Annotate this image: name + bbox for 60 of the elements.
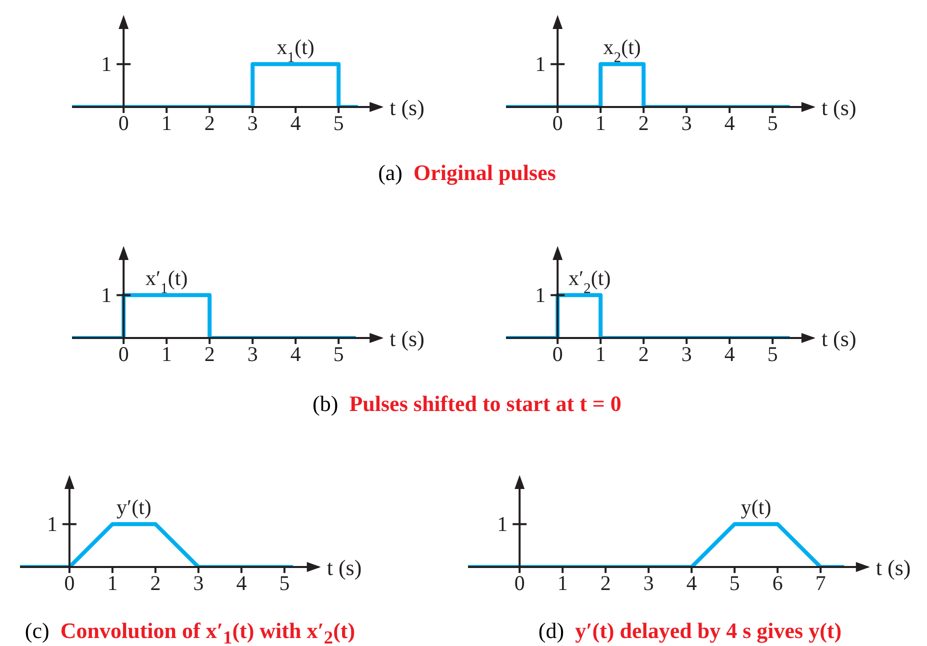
text: (b) Pulses shifted to start at t = 0 bbox=[312, 391, 622, 416]
x-tick-label: 1 bbox=[557, 570, 568, 595]
x-tick-label: 5 bbox=[279, 570, 290, 595]
annotation: 1 bbox=[101, 283, 112, 308]
x-axis-title: t (s) bbox=[821, 95, 856, 120]
x-tick-label: 0 bbox=[118, 342, 129, 366]
x-tick-label: 4 bbox=[724, 110, 736, 135]
x-tick-label: 2 bbox=[600, 570, 611, 595]
x-tick-label: 1 bbox=[595, 110, 606, 135]
annotation: 1 bbox=[101, 52, 112, 76]
annotation: 1 bbox=[535, 283, 546, 308]
x-tick-label: 1 bbox=[161, 342, 172, 366]
x-tick-label: 2 bbox=[204, 110, 215, 135]
text: (c) Convolution of x′$_{1}$(t) with x′$_{2}$(t) bbox=[24, 618, 356, 646]
x-tick-label: 6 bbox=[772, 570, 783, 595]
series-label: x′$_{1}$(t) bbox=[145, 266, 188, 298]
x-tick-label: 4 bbox=[236, 570, 248, 595]
x-tick-label: 3 bbox=[193, 570, 204, 595]
x-tick-label: 4 bbox=[290, 342, 302, 366]
x-tick-label: 4 bbox=[686, 570, 698, 595]
x-axis-title: t (s) bbox=[390, 326, 424, 351]
x-tick-label: 7 bbox=[815, 570, 826, 595]
x-tick-label: 2 bbox=[204, 342, 215, 366]
x-tick-label: 4 bbox=[290, 110, 302, 135]
x-tick-label: 1 bbox=[107, 570, 118, 595]
x-tick-label: 2 bbox=[150, 570, 161, 595]
x-tick-label: 3 bbox=[247, 110, 258, 135]
x-axis-title: t (s) bbox=[821, 326, 856, 351]
series-label: x$_{2}$(t) bbox=[603, 35, 641, 66]
x-tick-label: 3 bbox=[681, 342, 692, 366]
x-tick-label: 0 bbox=[118, 110, 129, 135]
x-axis-title: t (s) bbox=[876, 555, 911, 580]
annotation: 1 bbox=[535, 52, 546, 76]
x-tick-label: 2 bbox=[638, 110, 649, 135]
series-label: x$_{1}$(t) bbox=[276, 35, 314, 66]
x-tick-label: 4 bbox=[724, 342, 736, 366]
x-axis-title: t (s) bbox=[390, 95, 424, 120]
x-tick-label: 0 bbox=[552, 342, 563, 366]
x-tick-label: 0 bbox=[64, 570, 75, 595]
x-tick-label: 5 bbox=[767, 110, 778, 135]
x-tick-label: 5 bbox=[333, 110, 344, 135]
x-tick-label: 1 bbox=[595, 342, 606, 366]
annotation: 1 bbox=[46, 512, 58, 536]
text: (a) Original pulses bbox=[378, 160, 556, 185]
text: (d) y′(t) delayed by 4 s gives y(t) bbox=[538, 618, 842, 643]
series-label: y(t) bbox=[740, 495, 772, 520]
x-tick-label: 2 bbox=[638, 342, 649, 366]
annotation: 1 bbox=[497, 512, 508, 536]
series-label: x′$_{2}$(t) bbox=[568, 266, 611, 298]
x-tick-label: 0 bbox=[514, 570, 525, 595]
x-tick-label: 5 bbox=[729, 570, 740, 595]
x-tick-label: 3 bbox=[247, 342, 258, 366]
series-label: y′(t) bbox=[116, 495, 152, 520]
x-tick-label: 1 bbox=[161, 110, 172, 135]
x-tick-label: 3 bbox=[681, 110, 692, 135]
x-tick-label: 3 bbox=[643, 570, 654, 595]
x-axis-title: t (s) bbox=[326, 555, 362, 580]
x-tick-label: 5 bbox=[333, 342, 344, 366]
x-tick-label: 5 bbox=[767, 342, 778, 366]
x-tick-label: 0 bbox=[552, 110, 563, 135]
